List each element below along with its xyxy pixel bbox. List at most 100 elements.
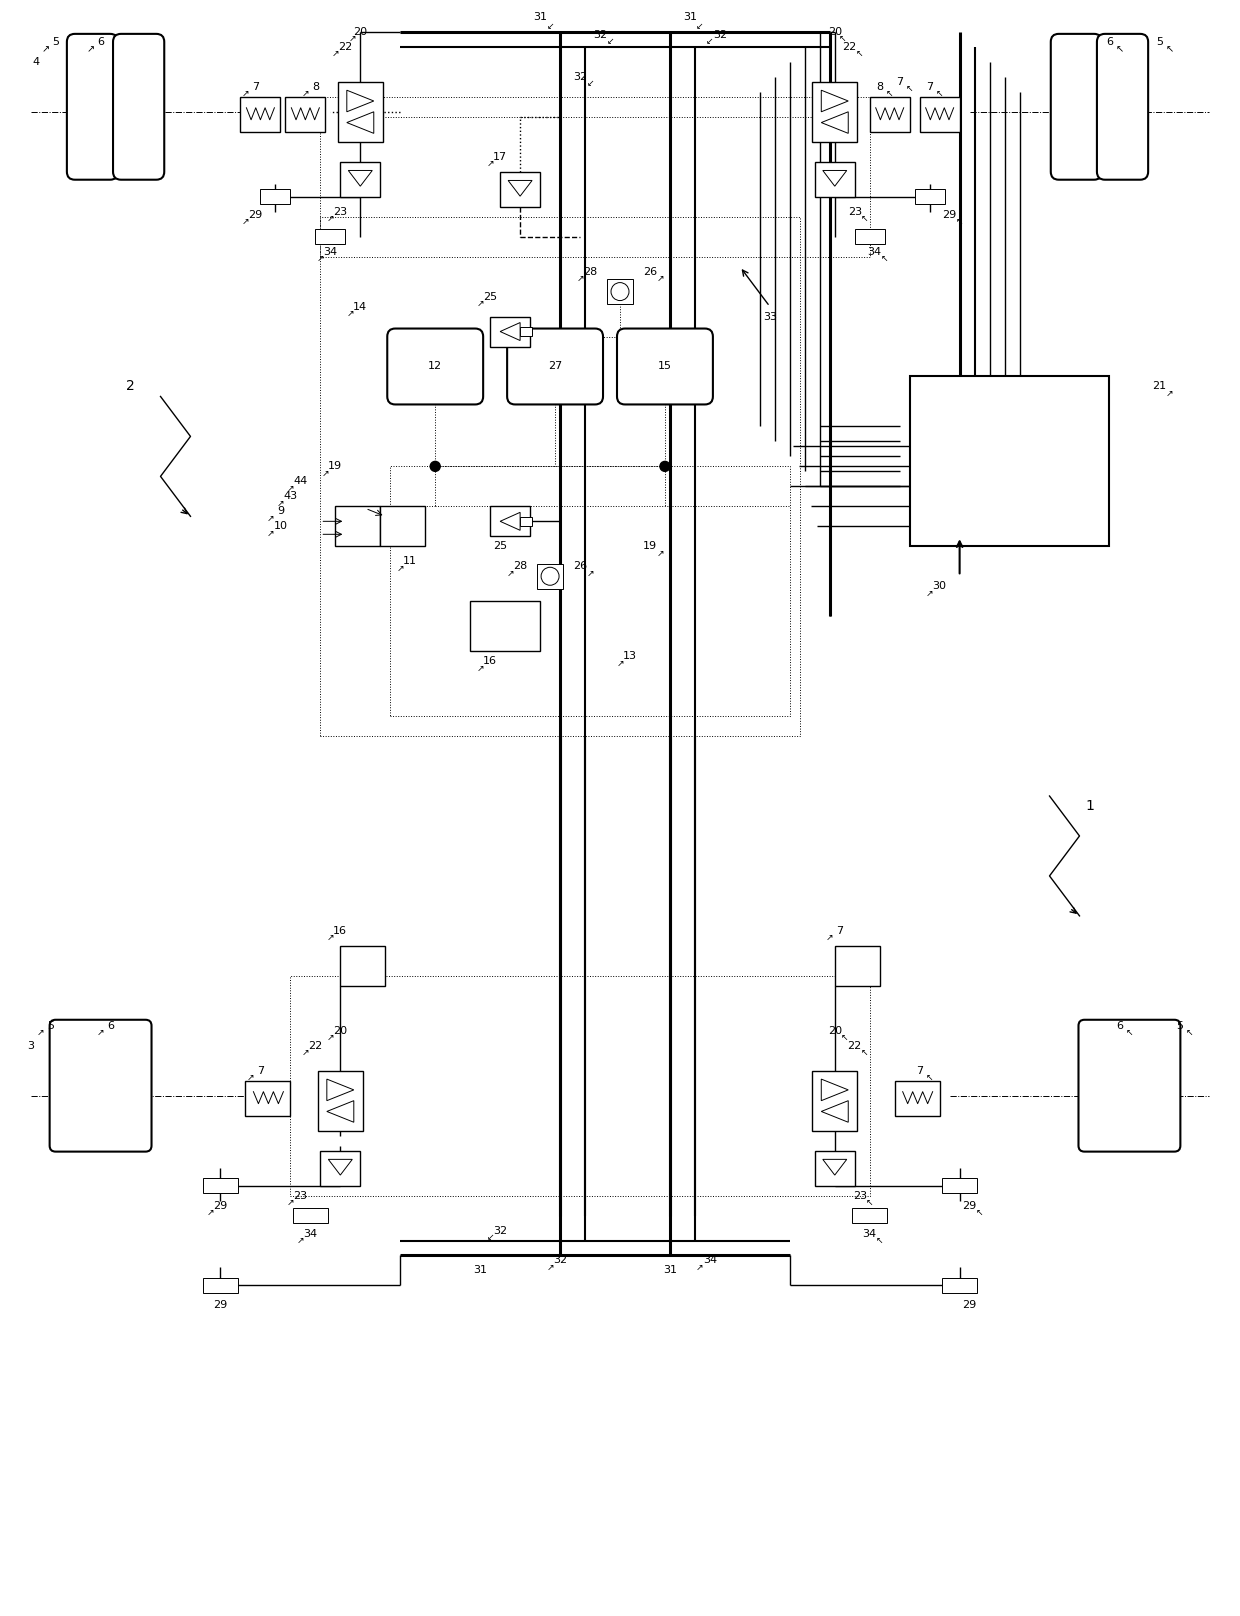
Text: 32: 32 bbox=[713, 29, 727, 40]
FancyBboxPatch shape bbox=[618, 328, 713, 404]
Text: ↗: ↗ bbox=[267, 528, 274, 538]
FancyBboxPatch shape bbox=[50, 1020, 151, 1152]
Text: ↗: ↗ bbox=[97, 1028, 104, 1037]
Text: 23: 23 bbox=[334, 207, 347, 217]
Text: ↙: ↙ bbox=[486, 1233, 494, 1243]
Text: ↗: ↗ bbox=[331, 50, 339, 58]
Bar bbox=[500, 171, 541, 207]
Text: ↗: ↗ bbox=[207, 1209, 215, 1217]
Text: ↗: ↗ bbox=[242, 89, 249, 99]
Text: ↖: ↖ bbox=[856, 50, 863, 58]
Bar bbox=[340, 945, 386, 986]
Bar bbox=[337, 82, 383, 142]
Text: ↗: ↗ bbox=[656, 275, 663, 283]
Text: 31: 31 bbox=[663, 1265, 677, 1275]
Text: ↖: ↖ bbox=[1166, 44, 1173, 53]
Polygon shape bbox=[508, 181, 532, 196]
Text: ↗: ↗ bbox=[242, 217, 249, 226]
Text: 12: 12 bbox=[428, 362, 443, 372]
Text: 34: 34 bbox=[863, 1228, 877, 1238]
Text: 16: 16 bbox=[484, 656, 497, 666]
Text: ↖: ↖ bbox=[936, 89, 944, 99]
Text: ↗: ↗ bbox=[346, 309, 355, 318]
Polygon shape bbox=[821, 112, 848, 134]
Text: ↖: ↖ bbox=[926, 1073, 934, 1083]
Text: ↗: ↗ bbox=[301, 89, 309, 99]
Text: 4: 4 bbox=[32, 57, 40, 66]
Bar bbox=[470, 601, 541, 651]
Text: ↙: ↙ bbox=[606, 37, 614, 47]
FancyBboxPatch shape bbox=[1097, 34, 1148, 179]
Text: 28: 28 bbox=[513, 561, 527, 572]
Text: 20: 20 bbox=[353, 27, 367, 37]
Bar bbox=[290, 976, 869, 1196]
Text: 34: 34 bbox=[304, 1228, 317, 1238]
Text: ↖: ↖ bbox=[885, 89, 894, 99]
Circle shape bbox=[611, 283, 629, 301]
Polygon shape bbox=[821, 1079, 848, 1100]
Text: 32: 32 bbox=[494, 1225, 507, 1236]
Bar bbox=[537, 564, 563, 588]
Bar bbox=[812, 82, 857, 142]
Text: 23: 23 bbox=[848, 207, 862, 217]
Text: 22: 22 bbox=[339, 42, 352, 52]
FancyBboxPatch shape bbox=[1050, 34, 1102, 179]
Text: ↗: ↗ bbox=[316, 254, 324, 263]
Bar bbox=[320, 1151, 361, 1186]
Text: 5: 5 bbox=[1156, 37, 1163, 47]
Text: 31: 31 bbox=[474, 1265, 487, 1275]
Text: ↗: ↗ bbox=[577, 275, 584, 283]
Bar bbox=[608, 280, 632, 304]
Bar bbox=[520, 326, 532, 336]
Circle shape bbox=[541, 567, 559, 585]
Text: 2: 2 bbox=[126, 380, 135, 393]
Text: ↖: ↖ bbox=[866, 1197, 873, 1207]
Polygon shape bbox=[327, 1079, 353, 1100]
Text: 7: 7 bbox=[257, 1065, 264, 1076]
Text: ↗: ↗ bbox=[587, 569, 594, 579]
Text: 7: 7 bbox=[897, 78, 903, 87]
Polygon shape bbox=[823, 170, 847, 186]
Text: ↗: ↗ bbox=[87, 44, 94, 53]
Polygon shape bbox=[500, 512, 520, 530]
Polygon shape bbox=[821, 1100, 848, 1122]
Text: 22: 22 bbox=[843, 42, 857, 52]
Text: ↗: ↗ bbox=[506, 569, 513, 579]
Text: ↗: ↗ bbox=[247, 1073, 254, 1083]
Text: 23: 23 bbox=[853, 1191, 867, 1201]
Polygon shape bbox=[329, 1159, 352, 1175]
Bar bbox=[915, 189, 945, 204]
Text: ↗: ↗ bbox=[267, 514, 274, 524]
Text: 25: 25 bbox=[494, 541, 507, 551]
Bar bbox=[854, 229, 884, 244]
Text: ↖: ↖ bbox=[839, 34, 847, 44]
Text: 34: 34 bbox=[703, 1256, 717, 1265]
Polygon shape bbox=[327, 1100, 353, 1122]
Text: ↗: ↗ bbox=[656, 549, 663, 558]
Polygon shape bbox=[347, 90, 373, 112]
Text: ↗: ↗ bbox=[397, 564, 404, 572]
Bar bbox=[942, 1278, 977, 1293]
Text: ↙: ↙ bbox=[587, 79, 594, 89]
Text: 19: 19 bbox=[329, 462, 342, 472]
Bar bbox=[520, 517, 532, 525]
Text: 5: 5 bbox=[1176, 1021, 1183, 1031]
Circle shape bbox=[430, 462, 440, 472]
Bar bbox=[490, 317, 531, 346]
Bar bbox=[815, 162, 854, 197]
FancyBboxPatch shape bbox=[67, 34, 118, 179]
Bar bbox=[391, 467, 790, 716]
Text: 31: 31 bbox=[533, 11, 547, 23]
Polygon shape bbox=[500, 323, 520, 341]
Bar bbox=[317, 1071, 363, 1131]
Bar bbox=[895, 1081, 940, 1115]
Text: ↖: ↖ bbox=[1185, 1028, 1193, 1037]
Bar bbox=[203, 1278, 238, 1293]
Text: 32: 32 bbox=[593, 29, 608, 40]
Text: 27: 27 bbox=[548, 362, 562, 372]
Text: 34: 34 bbox=[324, 247, 337, 257]
Bar bbox=[490, 506, 531, 537]
Bar bbox=[852, 1209, 887, 1223]
Text: ↗: ↗ bbox=[476, 299, 484, 309]
Text: ↗: ↗ bbox=[616, 659, 624, 667]
